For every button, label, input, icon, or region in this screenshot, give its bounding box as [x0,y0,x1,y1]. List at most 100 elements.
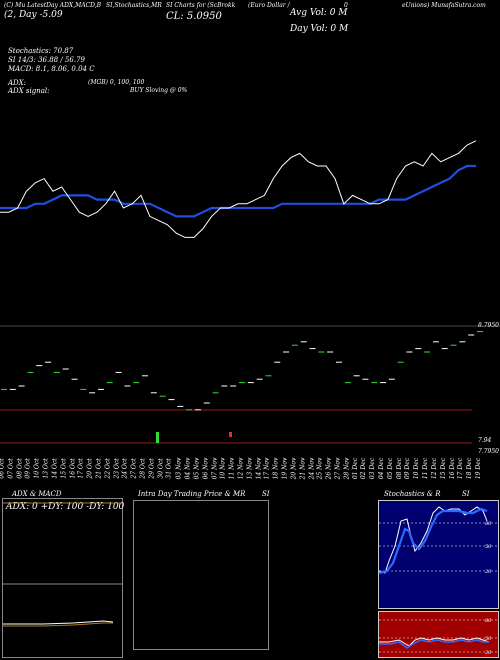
si-value: SI 14/3: 36.88 / 56.79 [8,56,85,64]
date-label: 03 Nov [175,457,183,480]
date-label: 22 Oct [104,458,112,479]
rsi-blue-line [379,639,489,649]
adx-signal-value: BUY Sloving @ 0% [130,87,188,94]
stochastics-title-si: SI [462,490,470,498]
date-label: 20 Nov [290,457,298,480]
intraday-panel [133,500,269,650]
macd-value: MACD: 8.1, 8.06, 0.04 C [8,65,95,73]
date-label: 18 Nov [272,457,280,480]
header-day-change: (2, Day -5.09 [4,10,63,20]
rsi-tick-20: 20 [484,650,492,656]
date-label: 02 Dec [360,457,368,480]
green-volume-bar [156,432,159,443]
rsi-panel: 80 50 20 [378,611,499,658]
header-col2: SI,Stochastics,MR [106,2,162,9]
rsi-tick-50: 50 [485,636,492,642]
date-label: 29 Oct [148,458,156,479]
adx-panel-values: ADX: 0 +DY: 100 -DY: 100 [6,502,125,512]
date-label: 28 Nov [343,457,351,480]
date-label: 28 Oct [139,458,147,479]
date-label: 12 Dec [431,457,439,480]
rsi-white-line [379,637,490,647]
date-label: 08 Oct [16,458,24,479]
date-label: 08 Dec [395,457,403,480]
ladder-marks [1,331,483,411]
header-close: CL: 5.0950 [166,11,222,22]
date-label: 09 Dec [404,457,412,480]
stochastics-panel: 80 50 20 [378,500,499,609]
macd-line [3,620,114,625]
date-label: 11 Nov [228,457,236,480]
adx-panel-lines [3,502,122,627]
site-name[interactable]: eUnions) MunafaSutra.com [402,2,486,9]
stoch-tick-80: 80 [485,521,492,527]
adx-macd-title: ADX & MACD [12,490,62,498]
price-line [0,140,477,238]
date-label: 16 Dec [448,457,456,480]
intraday-title: Intra Day Trading Price & MR [138,490,246,498]
date-label: 07 Oct [7,458,15,479]
date-label: 21 Nov [299,457,307,480]
date-label: 17 Nov [263,457,271,480]
date-label: 03 Dec [369,457,377,480]
adx-signal-label: ADX signal: [8,87,50,95]
date-label: 27 Nov [334,457,342,480]
date-label: 20 Oct [86,458,94,479]
date-label: 19 Nov [281,457,289,480]
date-label: 09 Oct [25,458,33,479]
date-label: 04 Dec [378,457,386,480]
date-label: 01 Dec [351,457,359,480]
intraday-title-si: SI [262,490,270,498]
adx-label: ADX: [8,79,27,87]
red-volume-bar [229,432,232,437]
date-label: 17 Oct [77,458,85,479]
date-label: 18 Dec [466,457,474,480]
price-chart [0,140,477,238]
day-volume: Day Vol: 0 M [290,24,349,34]
date-label: 10 Oct [33,458,41,479]
date-label: 26 Nov [325,457,333,480]
header-col4: (Euro Dollar / [248,2,290,9]
date-label: 06 Oct [0,458,6,479]
date-label: 19 Dec [475,457,483,480]
date-label: 14 Nov [255,457,263,480]
date-label: 24 Nov [307,457,315,480]
date-label: 04 Nov [184,457,192,480]
date-label: 10 Dec [413,457,421,480]
date-label: 24 Oct [122,458,130,479]
price-mid-label: 7.94 [478,437,492,444]
date-label: 31 Oct [166,458,174,479]
adx-values: (MGB) 0, 100, 100 [88,79,145,86]
adx-macd-panel: ADX: 0 +DY: 100 -DY: 100 [2,498,125,658]
stoch-tick-50: 50 [485,544,492,550]
date-label: 11 Dec [422,457,430,480]
price-ladder [0,325,500,444]
stoch-tick-20: 20 [484,569,492,575]
date-label: 06 Nov [202,457,210,480]
date-label: 21 Oct [95,458,103,479]
stochastics-chart: 80 50 20 [379,506,498,575]
date-label: 13 Oct [42,458,50,479]
header-zero: 0 [344,2,348,9]
rsi-tick-80: 80 [485,618,492,624]
date-label: 13 Nov [246,457,254,480]
header-col3: SI Charts for (ScBrokk [166,2,236,9]
avg-volume: Avg Vol: 0 M [290,8,348,18]
stochastics-title: Stochastics & R [384,490,441,498]
date-label: 07 Nov [210,457,218,480]
date-label: 15 Dec [439,457,447,480]
moving-average-line [0,164,476,218]
date-label: 05 Nov [193,457,201,480]
stoch-d-line [379,507,488,575]
date-label: 25 Nov [316,457,324,480]
date-label: 23 Oct [113,458,121,479]
stochastics-value: Stochastics: 70.87 [8,47,74,55]
date-label: 15 Oct [60,458,68,479]
header-col1: (C) Mu LatestDay ADX,MACD,B [4,2,102,9]
date-label: 30 Oct [157,458,165,479]
price-low-label: 7.7950 [478,448,499,455]
date-label: 14 Oct [51,458,59,479]
price-top-label: 8.7950 [478,322,499,329]
date-label: 27 Oct [130,458,138,479]
rsi-chart: 80 50 20 [379,618,498,656]
